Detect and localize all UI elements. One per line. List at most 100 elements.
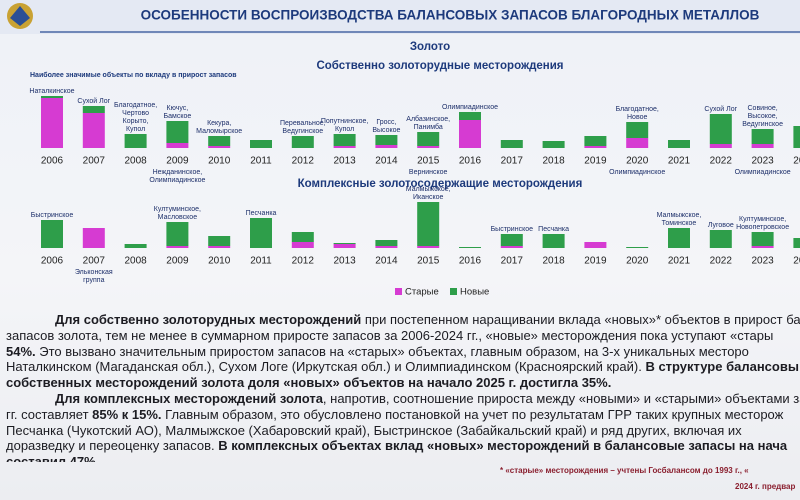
bar-annotation: Купол	[335, 126, 354, 133]
x-tick-label: 2017	[501, 256, 524, 267]
bar-annotation: Песчанка	[538, 226, 569, 233]
bar-annotation: Олимпиадинское	[442, 104, 498, 111]
bar-segment	[584, 136, 607, 146]
x-tick-label: 2020	[626, 256, 649, 267]
bar-segment	[166, 143, 189, 148]
text-run: запасов золота, тем не менее в суммарном…	[6, 327, 774, 343]
bar-annotation: Нежданинское,	[153, 169, 203, 176]
text-line: 54%. Это вызвано значительным приростом …	[6, 344, 749, 359]
x-tick-label: 2009	[166, 156, 189, 167]
bar-annotation: Благодатное,	[114, 102, 157, 109]
bar-segment	[208, 236, 231, 246]
bar-segment	[41, 98, 63, 148]
bar-segment	[291, 242, 314, 248]
bar-annotation: Панимба	[414, 123, 443, 131]
x-tick-label: 2023	[751, 156, 774, 167]
text-line: Для собственно золоторудных месторождени…	[55, 312, 800, 327]
bar-segment	[250, 140, 272, 148]
x-tick-label: 2007	[83, 156, 106, 167]
bar-segment	[417, 132, 440, 146]
body-text: Для собственно золоторудных месторождени…	[0, 312, 800, 462]
bar-segment	[82, 113, 105, 148]
x-tick-label: 2016	[459, 156, 482, 167]
x-tick-label: 2006	[41, 256, 64, 267]
bar-segment	[751, 129, 774, 144]
text-run: 85% к 15%.	[92, 406, 162, 422]
bar-segment	[291, 136, 314, 148]
bar-annotation: Наталкинское	[29, 88, 74, 95]
bar-segment	[417, 202, 440, 246]
bar-segment	[751, 144, 774, 148]
bar-annotation: Сухой Лог	[704, 105, 737, 113]
x-tick-label: 2022	[710, 156, 733, 167]
x-tick-label: 2012	[292, 156, 315, 167]
bar-segment	[709, 144, 732, 148]
text-line: Для комплексных месторождений золота, на…	[55, 391, 800, 406]
bar-segment	[668, 140, 690, 148]
legend-swatch	[395, 288, 402, 295]
bar-segment	[82, 228, 105, 248]
x-tick-label: 2023	[751, 256, 774, 267]
bar-segment	[250, 218, 272, 248]
bar-annotation: Чертово	[122, 110, 149, 117]
bar-annotation: Корыто,	[123, 118, 149, 125]
bar-segment	[793, 238, 800, 248]
x-tick-label: 2014	[375, 156, 398, 167]
bar-segment	[500, 140, 523, 148]
footnote: * «старые» месторождения – учтены Госбал…	[500, 466, 749, 475]
x-tick-label: 2015	[417, 256, 440, 267]
x-tick-label: 2013	[333, 156, 356, 167]
bar-annotation: Маломырское	[196, 128, 242, 135]
text-run: Для комплексных месторождений золота	[55, 391, 323, 406]
text-run: составил 47%.	[6, 454, 100, 462]
bar-segment	[542, 141, 565, 148]
x-tick-label: 2010	[208, 256, 231, 267]
bar-segment	[375, 240, 398, 246]
bar-segment	[166, 121, 189, 143]
bar-segment	[333, 244, 356, 248]
chart-note: Наиболее значимые объекты по вкладу в пр…	[30, 71, 237, 79]
bar-segment	[124, 134, 147, 148]
x-tick-label: 2011	[250, 256, 272, 267]
bar-segment	[124, 244, 147, 248]
bar-annotation: Култуминское,	[154, 206, 201, 213]
x-tick-label: 2013	[333, 256, 356, 267]
bar-annotation: Ведугинское	[742, 121, 783, 128]
bar-segment	[459, 112, 481, 120]
legend-swatch	[450, 288, 457, 295]
bar-segment	[166, 246, 189, 248]
slide-title: ОСОБЕННОСТИ ВОСПРОИЗВОДСТВА БАЛАНСОВЫХ З…	[141, 8, 760, 23]
x-tick-label: 2006	[41, 156, 64, 167]
text-line: доразведку и переоценку запасов. В компл…	[6, 438, 787, 453]
bar-annotation: Совиное,	[748, 105, 778, 112]
bar-segment	[500, 246, 523, 248]
bar-segment	[41, 96, 63, 98]
chart-title: Собственно золоторудные месторождения	[316, 60, 563, 72]
bar-segment	[751, 232, 774, 246]
x-tick-label: 2018	[542, 156, 565, 167]
text-line: гг. составляет 85% к 15%. Главным образо…	[6, 407, 783, 422]
text-run: гг. составляет	[6, 406, 93, 422]
legend-label: Новые	[460, 287, 489, 298]
x-tick-label: 2017	[501, 156, 524, 167]
bar-annotation: Албазинское,	[406, 115, 450, 123]
x-tick-label: 2016	[459, 256, 482, 267]
x-tick-label: 2014	[375, 256, 398, 267]
bar-segment	[417, 246, 440, 248]
bar-segment	[709, 114, 732, 144]
bar-annotation: Перевальное,	[280, 120, 326, 127]
text-line: Наталкинском (Магаданская обл.), Сухом Л…	[6, 359, 799, 374]
bar-segment	[333, 243, 356, 244]
header-band	[0, 0, 800, 34]
bar-annotation: Олимпиадинское	[609, 169, 665, 176]
x-tick-label: 2007	[83, 256, 106, 267]
bar-annotation: Благодатное,	[616, 106, 659, 113]
text-run: Для собственно золоторудных месторождени…	[55, 312, 362, 327]
bar-segment	[166, 222, 189, 246]
bar-segment	[793, 126, 800, 148]
bar-segment	[709, 230, 732, 248]
x-tick-label: 2009	[166, 256, 189, 267]
bar-segment	[375, 135, 398, 145]
bar-annotation: группа	[83, 277, 104, 284]
x-tick-label: 2021	[668, 156, 691, 167]
